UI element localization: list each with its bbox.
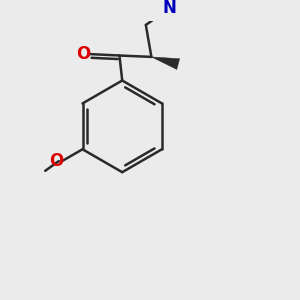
Text: O: O [76,45,90,63]
Text: O: O [49,152,63,169]
Text: N: N [163,0,176,17]
Polygon shape [152,57,180,70]
